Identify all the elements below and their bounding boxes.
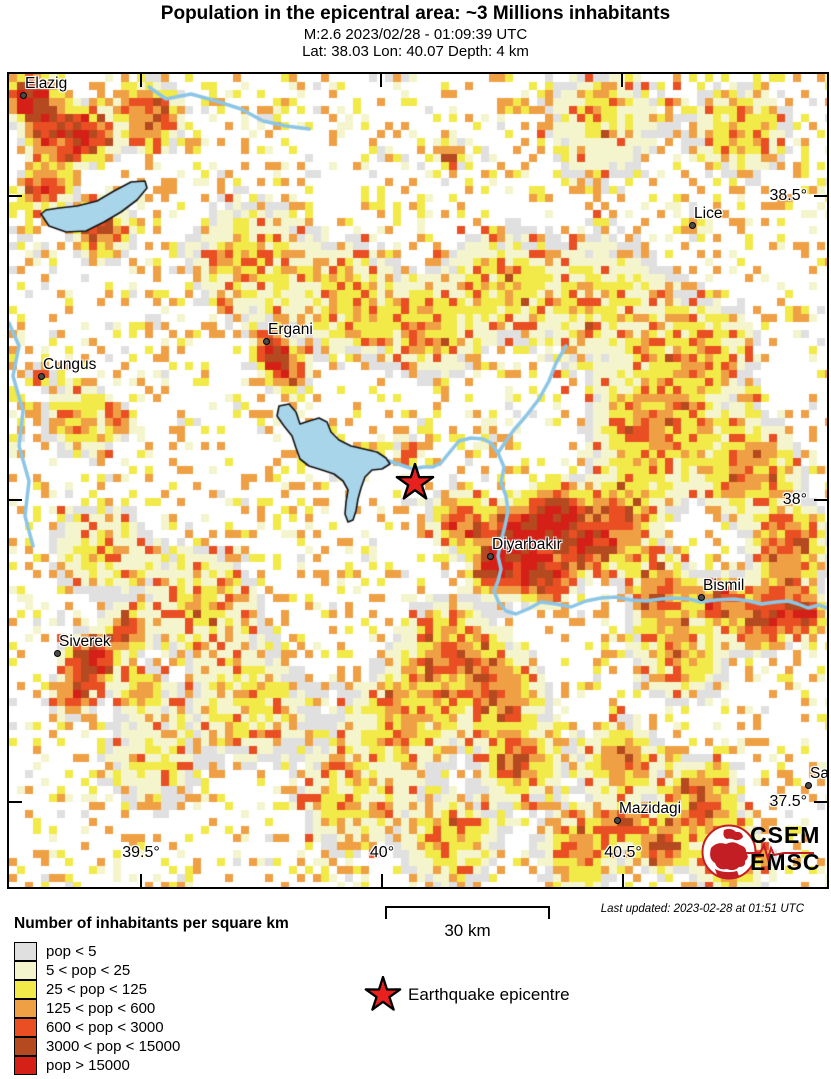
city-label: Elazig — [25, 75, 68, 92]
legend-color-swatch — [14, 942, 37, 961]
city-label: Siverek — [59, 633, 111, 650]
legend-item: 125 < pop < 600 — [14, 999, 289, 1018]
legend-item: 600 < pop < 3000 — [14, 1018, 289, 1037]
event-magnitude-datetime: M:2.6 2023/02/28 - 01:09:39 UTC — [303, 26, 528, 43]
city-label: Cungus — [43, 356, 97, 373]
longitude-tick-label: 40° — [369, 844, 395, 861]
legend-item: 5 < pop < 25 — [14, 961, 289, 980]
legend-color-swatch — [14, 1056, 37, 1075]
population-legend: Number of inhabitants per square km pop … — [14, 915, 289, 1075]
latitude-tick-right — [814, 499, 827, 501]
latitude-tick-left — [9, 801, 22, 803]
latitude-tick-left — [9, 499, 22, 501]
city-dot — [487, 553, 494, 560]
city-dot — [689, 222, 696, 229]
legend-item: pop < 5 — [14, 942, 289, 961]
longitude-tick-top — [380, 74, 382, 87]
legend-item-label: 125 < pop < 600 — [46, 1000, 156, 1017]
latitude-tick-right — [814, 195, 827, 197]
longitude-tick-label: 39.5° — [122, 844, 160, 861]
map-area: Elazig Lice Ergani Cungus Diyarbakir Bismil Si… — [7, 72, 829, 889]
event-coordinates-depth: Lat: 38.03 Lon: 40.07 Depth: 4 km — [302, 43, 529, 60]
legend-color-swatch — [14, 980, 37, 999]
city-dot — [698, 594, 705, 601]
page-title: Population in the epicentral area: ~3 Mi… — [160, 3, 671, 24]
earthquake-epicenter-star-icon — [395, 462, 435, 503]
logo-line-csem: CSEM — [750, 822, 821, 848]
legend-color-swatch — [14, 999, 37, 1018]
city-label: Lice — [694, 205, 723, 222]
city-dot — [38, 373, 45, 380]
longitude-tick-bottom — [622, 874, 624, 887]
legend-item: pop > 15000 — [14, 1056, 289, 1075]
legend-item: 25 < pop < 125 — [14, 980, 289, 999]
latitude-tick-label: 37.5° — [769, 793, 807, 810]
csem-emsc-logo: CSEM EMSC — [700, 820, 820, 886]
legend-item-label: 600 < pop < 3000 — [46, 1019, 164, 1036]
longitude-tick-top — [140, 74, 142, 87]
legend-color-swatch — [14, 1037, 37, 1056]
legend-item: 3000 < pop < 15000 — [14, 1037, 289, 1056]
city-dot — [20, 92, 27, 99]
latitude-tick-label: 38° — [782, 491, 807, 508]
legend-item-label: pop < 5 — [46, 943, 97, 960]
scale-bar-label: 30 km — [444, 921, 491, 940]
latitude-tick-left — [9, 195, 22, 197]
city-label: Mazidagi — [619, 800, 682, 817]
legend-items: pop < 5 5 < pop < 25 25 < pop < 125 125 < p… — [14, 942, 289, 1075]
city-dot — [263, 338, 270, 345]
longitude-tick-bottom — [140, 874, 142, 887]
epicenter-legend-label: Earthquake epicentre — [408, 985, 570, 1004]
city-dot — [54, 650, 61, 657]
legend-item-label: 3000 < pop < 15000 — [46, 1038, 181, 1055]
last-updated-text: Last updated: 2023-02-28 at 01:51 UTC — [600, 903, 804, 915]
epicenter-star-legend-icon — [364, 975, 402, 1014]
city-dot — [805, 782, 812, 789]
legend-color-swatch — [14, 1018, 37, 1037]
city-label: Bismil — [703, 577, 745, 594]
latitude-tick-right — [814, 801, 827, 803]
city-label: Diyarbakir — [492, 536, 562, 553]
legend-item-label: 5 < pop < 25 — [46, 962, 131, 979]
longitude-tick-top — [621, 74, 623, 87]
seismogram-trace-icon — [744, 842, 814, 862]
latitude-tick-label: 38.5° — [769, 187, 807, 204]
legend-item-label: pop > 15000 — [46, 1057, 130, 1074]
city-dot — [614, 817, 621, 824]
globe-icon — [701, 824, 757, 880]
legend-title: Number of inhabitants per square km — [14, 915, 289, 932]
longitude-tick-bottom — [381, 874, 383, 887]
city-label: Sa — [810, 765, 829, 782]
legend-color-swatch — [14, 961, 37, 980]
longitude-tick-label: 40.5° — [604, 844, 642, 861]
scale-bar — [385, 906, 550, 919]
legend-item-label: 25 < pop < 125 — [46, 981, 147, 998]
city-label: Ergani — [268, 321, 313, 338]
